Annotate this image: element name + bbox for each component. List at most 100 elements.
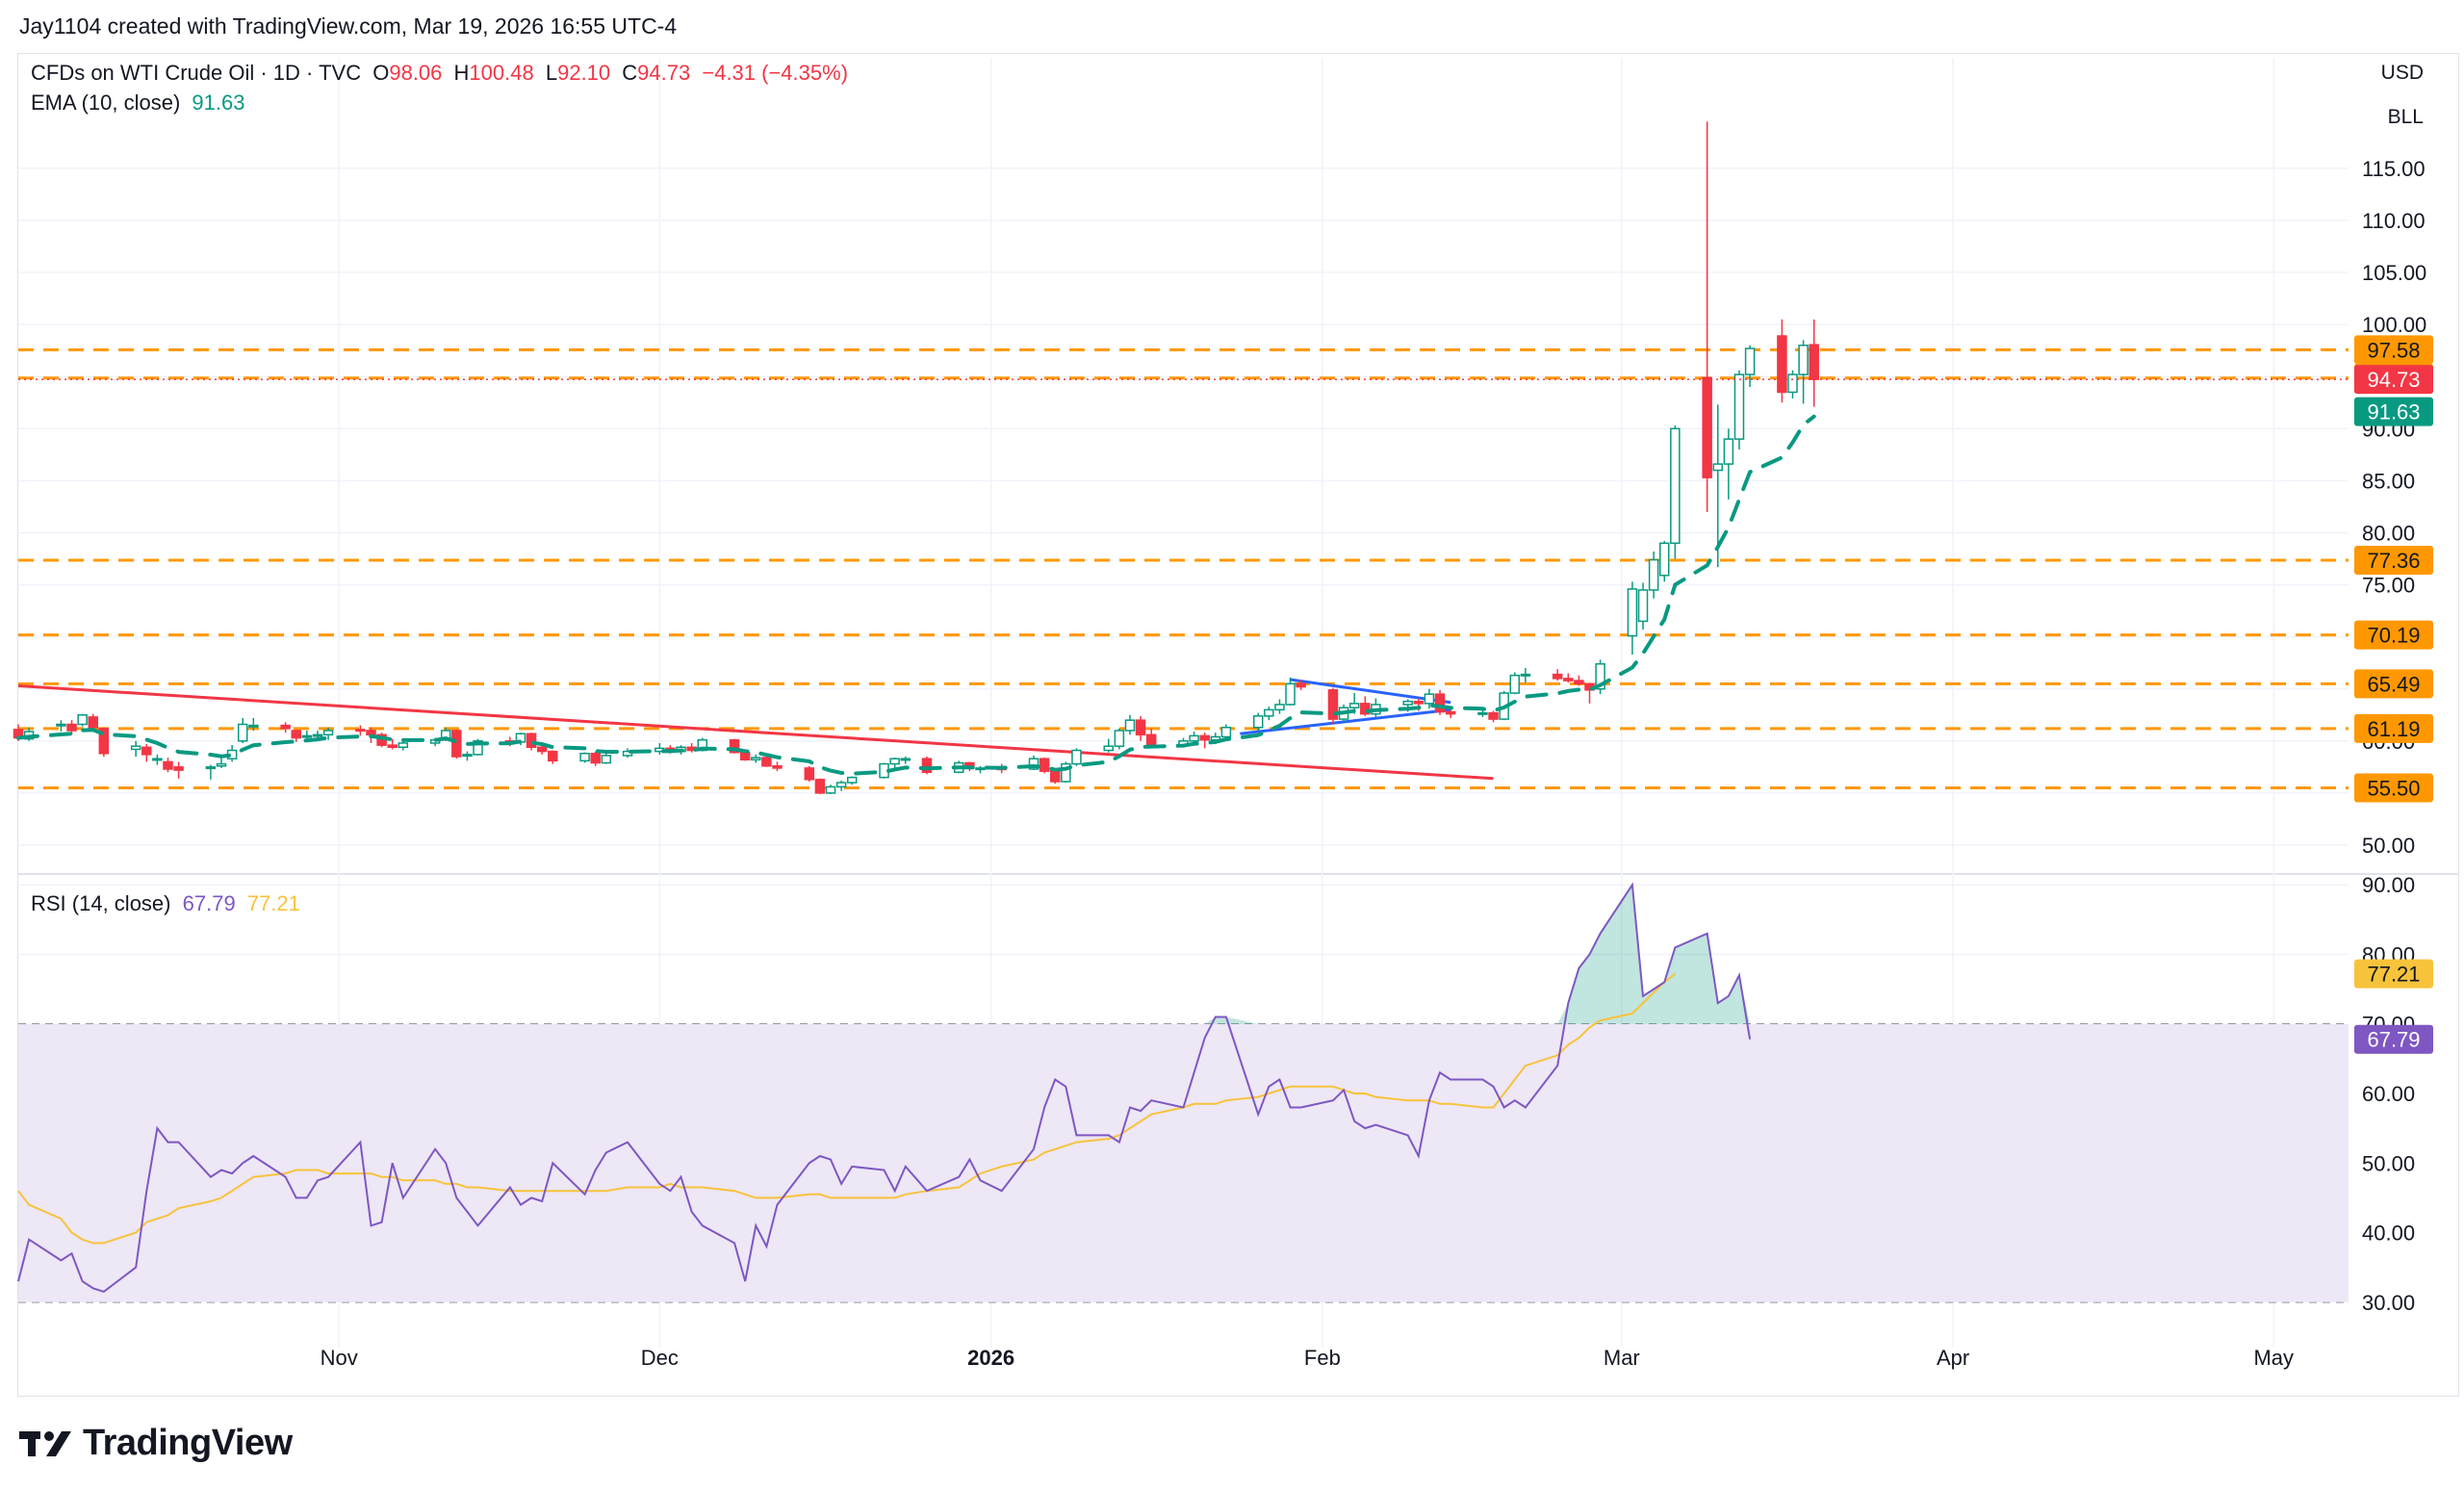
ema-label[interactable]: EMA (10, close)	[31, 90, 181, 115]
time-tick-label: Mar	[1604, 1346, 1640, 1370]
candle-body	[1509, 674, 1521, 694]
ema-legend[interactable]: EMA (10, close) 91.63	[31, 90, 250, 116]
candle-body	[1145, 733, 1157, 746]
candle-body	[536, 746, 548, 753]
candle-body	[1445, 710, 1456, 715]
rsi-label-box[interactable]	[2354, 1024, 2433, 1054]
level-label[interactable]: 97.58	[2367, 338, 2420, 362]
candle-body	[1574, 680, 1584, 685]
candle-body	[1777, 335, 1787, 394]
rsi-tick-label: 50.00	[2362, 1151, 2415, 1175]
ema-label-box[interactable]	[2354, 397, 2433, 426]
level-label[interactable]: 77.36	[2367, 549, 2420, 573]
level-label-box[interactable]	[2354, 713, 2433, 743]
candle-body	[548, 750, 558, 762]
candle-body	[355, 729, 366, 733]
tradingview-logo[interactable]: TradingView	[19, 1423, 293, 1464]
candle-body	[1360, 703, 1371, 715]
candle-body	[1327, 689, 1339, 720]
currency-label[interactable]: USD	[2380, 62, 2424, 84]
candle-body	[1809, 344, 1819, 380]
candle-body	[1595, 663, 1605, 690]
rsi-overbought-fill	[1204, 885, 1751, 1024]
candle-body	[88, 716, 98, 729]
candle-body	[1028, 758, 1040, 770]
candle-body	[1424, 693, 1435, 705]
candle-body	[216, 762, 227, 767]
rsi-tick-label: 40.00	[2362, 1222, 2415, 1246]
rsi-legend[interactable]: RSI (14, close) 67.79 77.21	[31, 891, 306, 916]
rsi-tick-label: 60.00	[2362, 1082, 2415, 1106]
time-tick-label: May	[2253, 1346, 2294, 1370]
rsi-tick-label: 90.00	[2362, 873, 2415, 897]
price-labels: 97.5894.8677.3670.1965.4961.1955.5094.73…	[18, 335, 2433, 1054]
candle-body	[1264, 708, 1274, 717]
candle-body	[473, 740, 483, 756]
candle-body	[1637, 589, 1649, 623]
level-label[interactable]: 55.50	[2367, 776, 2420, 800]
candle-body	[739, 751, 751, 761]
candle-body	[772, 765, 783, 769]
rsi-label[interactable]: RSI (14, close)	[31, 891, 171, 915]
rsi-label[interactable]: 67.79	[2367, 1028, 2420, 1052]
symbol-label[interactable]: CFDs on WTI Crude Oil · 1D · TVC	[31, 61, 362, 85]
high-label: H	[453, 61, 470, 85]
candle-body	[751, 757, 761, 761]
candle-body	[1061, 762, 1071, 783]
rsi-ma-value: 77.21	[246, 891, 300, 915]
candle-body	[825, 785, 836, 794]
candle-body	[590, 753, 601, 764]
candle-body	[921, 758, 933, 773]
rsi-ma-label[interactable]: 77.21	[2367, 963, 2420, 987]
candle-body	[1798, 345, 1809, 375]
last_price-label-box[interactable]	[2354, 365, 2433, 395]
chart-caption: Jay1104 created with TradingView.com, Ma…	[19, 13, 678, 39]
candle-body	[1402, 700, 1413, 706]
candle-body	[291, 730, 301, 739]
unit-label[interactable]: BLL	[2387, 106, 2424, 128]
low-label: L	[545, 61, 558, 85]
candle-body	[98, 728, 110, 755]
candle-body	[237, 723, 248, 742]
level-label-box[interactable]	[2354, 546, 2433, 576]
candle-body	[1648, 558, 1659, 591]
rsi-value: 67.79	[182, 891, 236, 915]
ema-label[interactable]: 91.63	[2367, 400, 2420, 424]
last_price-label[interactable]: 94.73	[2367, 368, 2420, 392]
level-label[interactable]: 70.19	[2367, 624, 2420, 648]
candle-body	[1712, 463, 1724, 472]
candle-body	[1552, 673, 1563, 680]
candle-body	[205, 766, 217, 770]
candle-body	[1488, 711, 1499, 720]
candle-body	[975, 767, 986, 771]
rsi-ma-label-box[interactable]	[2354, 959, 2433, 989]
candle-body	[462, 754, 473, 758]
candle-body	[1199, 734, 1210, 741]
candle-body	[387, 744, 398, 749]
rsi-lines	[17, 882, 1752, 1294]
candle-body	[366, 730, 376, 736]
candle-body	[1210, 735, 1221, 741]
candle-body	[77, 714, 88, 726]
candle-body	[451, 730, 462, 758]
candle-body	[1296, 682, 1306, 688]
level-label[interactable]: 65.49	[2367, 672, 2420, 696]
candle-body	[1114, 730, 1125, 747]
rsi-path	[17, 882, 1752, 1294]
level-label-box[interactable]	[2354, 335, 2433, 365]
horizontal-levels	[18, 347, 2348, 789]
level-label-box[interactable]	[2354, 620, 2433, 650]
level-label-box[interactable]	[2354, 669, 2433, 699]
high-value: 100.48	[469, 61, 534, 85]
level-label-box[interactable]	[2354, 773, 2433, 803]
rsi-band-fill	[18, 1023, 2348, 1302]
candle-body	[248, 724, 259, 728]
triangle-upper-line	[1290, 678, 1451, 705]
level-label[interactable]: 61.19	[2367, 717, 2420, 741]
price-tick-label: 50.00	[2362, 834, 2415, 858]
candle-body	[1274, 704, 1285, 711]
ohlc-legend[interactable]: CFDs on WTI Crude Oil · 1D · TVC O98.06 …	[31, 61, 854, 86]
candle-body	[1103, 745, 1115, 752]
candle-body	[1787, 373, 1798, 394]
downtrend-line	[17, 683, 1494, 781]
